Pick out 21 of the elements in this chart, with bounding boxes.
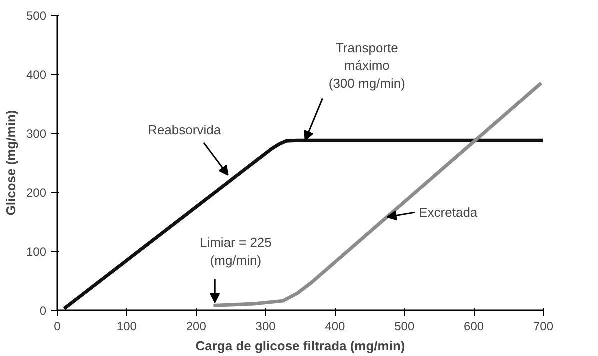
y-tick-label: 400: [26, 68, 47, 82]
x-tick-label: 700: [533, 320, 554, 334]
x-tick-label: 200: [186, 320, 207, 334]
y-axis-title: Glicose (mg/min): [3, 110, 18, 216]
y-tick-label: 100: [26, 245, 47, 259]
annotation: Excretada: [419, 205, 478, 220]
annotation: Reabsorvida: [148, 122, 222, 138]
y-tick-label: 300: [26, 127, 47, 141]
x-axis-title: Carga de glicose filtrada (mg/min): [196, 338, 406, 354]
x-tick-label: 600: [464, 320, 484, 334]
y-tick-label: 0: [40, 304, 47, 318]
y-tick-label: 200: [26, 186, 47, 200]
annotation: Limiar = 225 (mg/min): [200, 235, 272, 268]
x-tick-label: 100: [116, 320, 138, 334]
y-tick-label: 500: [26, 9, 47, 23]
line-series: [62, 138, 544, 310]
x-tick-label: 0: [54, 320, 62, 334]
annotation: Transporte máximo (300 mg/min): [328, 40, 406, 91]
x-tick-label: 500: [394, 320, 415, 334]
x-tick-label: 300: [256, 320, 276, 334]
x-tick-label: 400: [325, 320, 346, 334]
